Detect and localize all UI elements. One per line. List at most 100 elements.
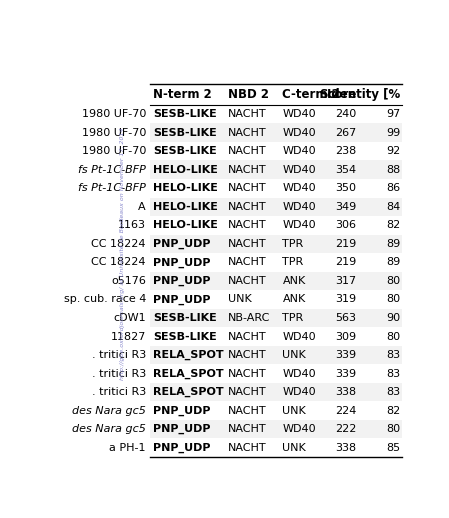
Text: ANK: ANK [282, 294, 306, 305]
Text: WD40: WD40 [282, 387, 316, 397]
Text: RELA_SPOT: RELA_SPOT [153, 368, 224, 379]
Text: WD40: WD40 [282, 183, 316, 193]
Text: http://gbe.oxfordjournals.org/ at Université de Bordeaux on November 17, 2014: http://gbe.oxfordjournals.org/ at Univer… [119, 127, 125, 380]
Text: 338: 338 [335, 443, 357, 453]
Text: 317: 317 [335, 276, 357, 286]
Text: Identity [%: Identity [% [327, 88, 401, 101]
Bar [150, 309, 402, 327]
Bar [150, 235, 402, 253]
Text: NACHT: NACHT [228, 127, 267, 138]
Text: TPR: TPR [282, 257, 304, 267]
Text: TPR: TPR [282, 313, 304, 323]
Text: 80: 80 [387, 332, 401, 341]
Text: WD40: WD40 [282, 369, 316, 379]
Text: WD40: WD40 [282, 202, 316, 212]
Text: PNP_UDP: PNP_UDP [153, 239, 211, 249]
Text: sp. cub. race 4: sp. cub. race 4 [63, 294, 146, 305]
Text: fs Pt-1C-BFP: fs Pt-1C-BFP [78, 165, 146, 175]
Text: UNK: UNK [282, 443, 306, 453]
Text: 319: 319 [335, 294, 357, 305]
Text: 1163: 1163 [118, 220, 146, 231]
Text: 238: 238 [335, 146, 357, 156]
Text: HELO-LIKE: HELO-LIKE [153, 183, 218, 193]
Text: WD40: WD40 [282, 424, 316, 434]
Text: WD40: WD40 [282, 109, 316, 119]
Text: 563: 563 [335, 313, 357, 323]
Text: a PH-1: a PH-1 [110, 443, 146, 453]
Text: 1980 UF-70: 1980 UF-70 [82, 146, 146, 156]
Text: 309: 309 [335, 332, 357, 341]
Text: 83: 83 [387, 350, 401, 360]
Text: PNP_UDP: PNP_UDP [153, 276, 211, 286]
Text: des Nara gc5: des Nara gc5 [72, 424, 146, 434]
Text: 350: 350 [335, 183, 357, 193]
Text: NACHT: NACHT [228, 350, 267, 360]
Text: 349: 349 [335, 202, 357, 212]
Text: NACHT: NACHT [228, 202, 267, 212]
Text: 1980 UF-70: 1980 UF-70 [82, 109, 146, 119]
Text: UNK: UNK [282, 350, 306, 360]
Text: NACHT: NACHT [228, 276, 267, 286]
Text: NACHT: NACHT [228, 220, 267, 231]
Text: 267: 267 [335, 127, 357, 138]
Text: 80: 80 [387, 294, 401, 305]
Text: TPR: TPR [282, 239, 304, 249]
Bar [150, 420, 402, 439]
Text: HELO-LIKE: HELO-LIKE [153, 202, 218, 212]
Text: PNP_UDP: PNP_UDP [153, 257, 211, 267]
Text: 92: 92 [387, 146, 401, 156]
Text: 89: 89 [387, 239, 401, 249]
Text: RELA_SPOT: RELA_SPOT [153, 350, 224, 360]
Text: SESB-LIKE: SESB-LIKE [153, 146, 216, 156]
Text: 339: 339 [335, 369, 357, 379]
Text: NACHT: NACHT [228, 183, 267, 193]
Text: 338: 338 [335, 387, 357, 397]
Text: 83: 83 [387, 369, 401, 379]
Text: UNK: UNK [282, 406, 306, 415]
Text: 222: 222 [335, 424, 357, 434]
Text: WD40: WD40 [282, 146, 316, 156]
Text: WD40: WD40 [282, 220, 316, 231]
Text: NACHT: NACHT [228, 369, 267, 379]
Text: 88: 88 [387, 165, 401, 175]
Text: PNP_UDP: PNP_UDP [153, 294, 211, 305]
Text: SESB-LIKE: SESB-LIKE [153, 109, 216, 119]
Text: 84: 84 [387, 202, 401, 212]
Text: NACHT: NACHT [228, 332, 267, 341]
Text: 86: 86 [387, 183, 401, 193]
Text: SESB-LIKE: SESB-LIKE [153, 332, 216, 341]
Text: NBD 2: NBD 2 [228, 88, 269, 101]
Text: 224: 224 [335, 406, 357, 415]
Text: NACHT: NACHT [228, 443, 267, 453]
Text: UNK: UNK [228, 294, 251, 305]
Text: PNP_UDP: PNP_UDP [153, 442, 211, 453]
Text: SESB-LIKE: SESB-LIKE [153, 127, 216, 138]
Text: fs Pt-1C-BFP: fs Pt-1C-BFP [78, 183, 146, 193]
Text: . tritici R3: . tritici R3 [92, 387, 146, 397]
Text: 11827: 11827 [110, 332, 146, 341]
Text: des Nara gc5: des Nara gc5 [72, 406, 146, 415]
Text: 89: 89 [387, 257, 401, 267]
Text: 240: 240 [335, 109, 357, 119]
Text: WD40: WD40 [282, 127, 316, 138]
Text: 219: 219 [335, 239, 357, 249]
Text: NB-ARC: NB-ARC [228, 313, 270, 323]
Text: RELA_SPOT: RELA_SPOT [153, 387, 224, 397]
Text: 83: 83 [387, 387, 401, 397]
Text: 354: 354 [335, 165, 357, 175]
Text: 219: 219 [335, 257, 357, 267]
Text: 99: 99 [387, 127, 401, 138]
Text: SESB-LIKE: SESB-LIKE [153, 313, 216, 323]
Text: 82: 82 [387, 406, 401, 415]
Text: 82: 82 [387, 220, 401, 231]
Text: NACHT: NACHT [228, 165, 267, 175]
Text: 80: 80 [387, 424, 401, 434]
Bar [150, 123, 402, 142]
Text: . tritici R3: . tritici R3 [92, 369, 146, 379]
Bar [150, 271, 402, 290]
Text: NACHT: NACHT [228, 109, 267, 119]
Text: o5176: o5176 [111, 276, 146, 286]
Text: 1980 UF-70: 1980 UF-70 [82, 127, 146, 138]
Text: cDW1: cDW1 [113, 313, 146, 323]
Text: NACHT: NACHT [228, 424, 267, 434]
